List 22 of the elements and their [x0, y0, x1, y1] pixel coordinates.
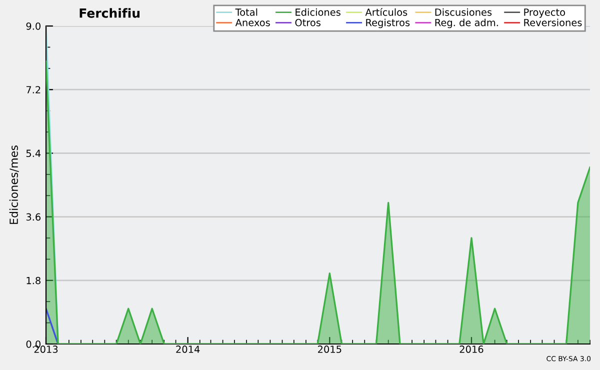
y-tick-label: 5.4: [26, 150, 41, 158]
legend-label: Anexos: [235, 19, 270, 26]
x-tick-label: 2014: [176, 346, 200, 353]
y-tick-label: 1.8: [26, 276, 40, 284]
legend-label: Reg. de adm.: [435, 18, 498, 28]
legend-label: Registros: [366, 18, 410, 28]
legend-label: Artículos: [365, 8, 408, 16]
legend-label: Otros: [295, 18, 320, 26]
y-tick-label: 7.2: [26, 86, 40, 94]
legend-label: Discusiones: [435, 8, 492, 16]
chart-title: Ferchifiu: [80, 8, 140, 18]
x-tick-label: 2013: [34, 346, 58, 353]
y-tick-label: 0.0: [26, 340, 40, 348]
x-tick-label: 2015: [318, 346, 342, 353]
y-tick-label: 9.0: [26, 22, 40, 30]
y-tick-label: 3.6: [26, 213, 41, 221]
x-tick-label: 2016: [460, 346, 484, 353]
legend-label: Ediciones: [296, 8, 340, 16]
y-axis-title: Ediciones/mes: [9, 146, 19, 224]
legend-label: Reversiones: [524, 18, 582, 26]
legend-label: Proyecto: [524, 8, 565, 18]
legend-label: Total: [235, 8, 258, 16]
